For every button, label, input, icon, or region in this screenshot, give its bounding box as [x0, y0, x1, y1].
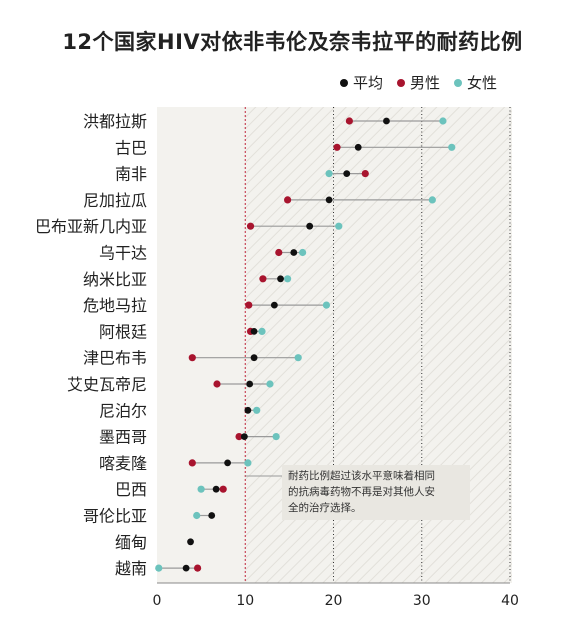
category-label: 巴西: [115, 480, 147, 499]
male-point: [193, 564, 202, 572]
category-label: 墨西哥: [99, 428, 147, 447]
category-label: 缅甸: [115, 533, 147, 552]
male-point: [235, 433, 243, 441]
category-label: 古巴: [115, 138, 147, 157]
legend-item-female: 女性: [454, 72, 497, 93]
legend-average-marker: [340, 78, 348, 87]
annotation-text-line: 全的治疗选择。: [288, 501, 362, 514]
male-point: [275, 248, 283, 257]
average-point: [244, 406, 252, 414]
female-point: [325, 170, 333, 178]
category-label: 哥伦比亚: [83, 507, 147, 526]
average-point: [250, 328, 258, 335]
category-label: 喀麦隆: [99, 454, 147, 473]
female-point: [294, 354, 302, 362]
female-point: [448, 143, 456, 151]
plot-background: [157, 107, 246, 583]
legend-female-label: 女性: [467, 74, 498, 92]
average-point: [325, 196, 333, 204]
x-tick-label: 20: [325, 593, 343, 609]
annotation-box: [282, 465, 470, 520]
male-point: [219, 485, 227, 493]
category-label: 乌干达: [99, 244, 147, 263]
average-point: [224, 459, 232, 467]
category-label: 巴布亚新几内亚: [35, 217, 147, 236]
male-point: [245, 301, 253, 309]
category-label: 尼泊尔: [99, 401, 147, 420]
male-point: [246, 222, 255, 230]
category-label: 津巴布韦: [83, 349, 147, 368]
legend-item-average: 平均: [340, 72, 383, 93]
male-point: [188, 459, 196, 467]
average-point: [306, 222, 314, 230]
average-point: [182, 564, 190, 572]
average-point: [277, 275, 284, 283]
category-label: 危地马拉: [83, 296, 147, 315]
female-point: [244, 459, 252, 467]
x-tick-label: 40: [501, 593, 519, 609]
female-point: [284, 275, 292, 283]
category-label: 阿根廷: [99, 322, 147, 341]
x-tick-label: 0: [153, 593, 162, 609]
legend: 平均 男性 女性: [340, 72, 497, 93]
average-point: [290, 249, 298, 256]
male-point: [188, 354, 196, 362]
category-label: 越南: [115, 559, 147, 578]
female-point: [272, 433, 280, 441]
female-point: [258, 327, 266, 335]
category-label: 纳米比亚: [83, 270, 147, 289]
average-point: [383, 117, 390, 125]
average-point: [354, 143, 362, 151]
female-point: [299, 248, 307, 257]
male-point: [284, 196, 292, 204]
male-point: [361, 170, 369, 178]
male-point: [345, 117, 353, 125]
legend-female-marker: [454, 78, 463, 87]
female-point: [322, 301, 331, 309]
x-tick-label: 30: [413, 593, 431, 609]
female-point: [193, 511, 201, 520]
female-point: [155, 564, 163, 572]
legend-male-label: 男性: [410, 74, 441, 92]
female-point: [335, 222, 343, 230]
average-point: [187, 538, 194, 546]
male-point: [213, 380, 221, 388]
category-label: 尼加拉瓜: [83, 191, 147, 210]
female-point: [266, 380, 274, 388]
male-point: [333, 143, 341, 151]
average-point: [343, 170, 351, 178]
annotation-text-line: 的抗病毒药物不再是对其他人安: [288, 485, 435, 498]
legend-male-marker: [397, 78, 406, 87]
female-point: [428, 196, 436, 204]
legend-item-male: 男性: [397, 72, 440, 93]
chart-title: 12个国家HIV对依非韦伦及奈韦拉平的耐药比例: [62, 30, 523, 54]
x-tick-label: 10: [236, 593, 254, 609]
legend-average-label: 平均: [353, 74, 384, 92]
female-point: [197, 485, 205, 493]
average-point: [250, 354, 258, 362]
average-point: [270, 301, 278, 309]
average-point: [212, 485, 220, 493]
category-label: 洪都拉斯: [83, 112, 147, 131]
male-point: [259, 275, 267, 283]
average-point: [240, 433, 248, 440]
average-point: [246, 380, 254, 388]
female-point: [253, 406, 261, 414]
annotation-text-line: 耐药比例超过该水平意味着相同: [288, 469, 435, 482]
female-point: [439, 117, 447, 125]
average-point: [208, 512, 216, 519]
category-label: 艾史瓦帝尼: [67, 375, 147, 394]
category-label: 南非: [115, 165, 147, 184]
